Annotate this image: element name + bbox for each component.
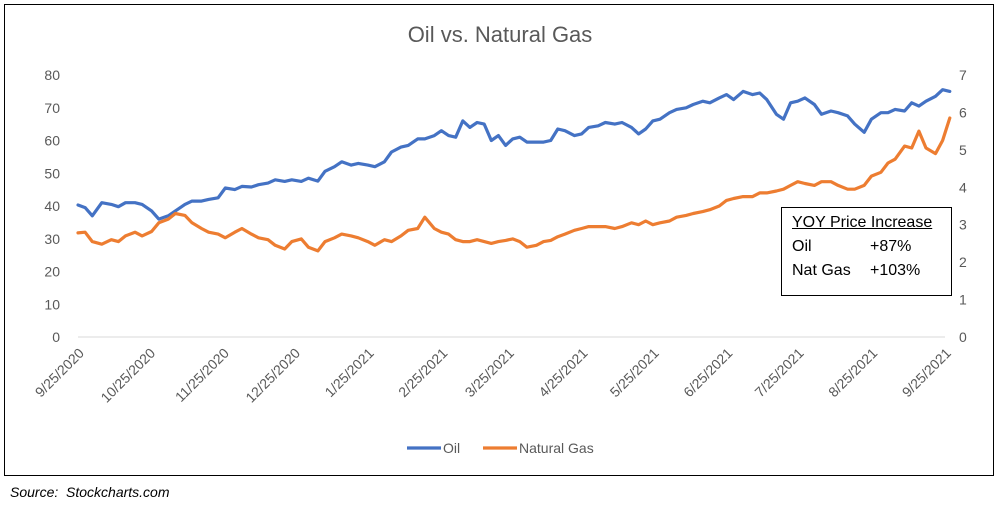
chart-svg: 0 10 20 30 40 50 60 70 80 0 1 2 3 4 5 6 7 9/25/2020 10/25/… [32, 67, 967, 456]
source-text: Stockcharts.com [66, 484, 170, 500]
y-left-tick-label: 40 [44, 198, 60, 214]
legend: Oil Natural Gas [407, 440, 594, 456]
annotation-row-natgas: Nat Gas +103% [792, 259, 951, 283]
annotation-label: Oil [792, 238, 812, 255]
y-left-tick-label: 60 [44, 133, 60, 149]
source-note: Source: Stockcharts.com [10, 484, 170, 500]
y-right-tick-label: 7 [959, 67, 967, 83]
legend-label-natural-gas: Natural Gas [519, 440, 594, 456]
x-tick-label: 3/25/2021 [462, 345, 518, 401]
annotation-box: YOY Price Increase Oil +87% Nat Gas +103% [781, 207, 952, 296]
x-tick-label: 11/25/2020 [172, 345, 232, 405]
y-left-tick-label: 20 [44, 264, 60, 280]
x-tick-label: 1/25/2021 [321, 345, 377, 401]
x-tick-label: 8/25/2021 [825, 345, 881, 401]
y-left-tick-label: 30 [44, 231, 60, 247]
annotation-value: +103% [870, 262, 921, 279]
x-tick-label: 9/25/2020 [32, 345, 88, 401]
y-left-tick-label: 70 [44, 100, 60, 116]
annotation-value: +87% [870, 238, 912, 255]
annotation-label: Nat Gas [792, 262, 851, 279]
x-tick-label: 9/25/2021 [899, 345, 955, 401]
x-tick-label: 12/25/2020 [242, 345, 303, 406]
y-right-tick-label: 6 [959, 104, 967, 120]
x-tick-label: 2/25/2021 [395, 345, 451, 401]
x-tick-label: 10/25/2020 [97, 345, 158, 406]
y-right-tick-label: 5 [959, 142, 967, 158]
source-label: Source: [10, 484, 59, 500]
chart-title: Oil vs. Natural Gas [407, 22, 593, 47]
y-left-tick-label: 80 [44, 67, 60, 83]
annotation-header: YOY Price Increase [792, 214, 933, 231]
series-layer [76, 88, 952, 253]
series-line-natural-gas [76, 116, 952, 253]
y-left-tick-label: 10 [44, 296, 60, 312]
y-left-tick-label: 50 [44, 165, 60, 181]
y-right-tick-label: 3 [959, 217, 967, 233]
y-right-tick-label: 0 [959, 329, 967, 345]
annotation-row-oil: Oil +87% [792, 235, 951, 259]
y-right-tick-label: 2 [959, 254, 967, 270]
x-tick-label: 4/25/2021 [535, 345, 591, 401]
series-line-oil [76, 88, 952, 221]
x-tick-label: 5/25/2021 [607, 345, 663, 401]
x-tick-label: 6/25/2021 [680, 345, 736, 401]
legend-label-oil: Oil [443, 440, 460, 456]
x-tick-label: 7/25/2021 [751, 345, 807, 401]
y-left-tick-label: 0 [52, 329, 60, 345]
y-right-tick-label: 4 [959, 179, 967, 195]
y-right-tick-label: 1 [959, 292, 967, 308]
